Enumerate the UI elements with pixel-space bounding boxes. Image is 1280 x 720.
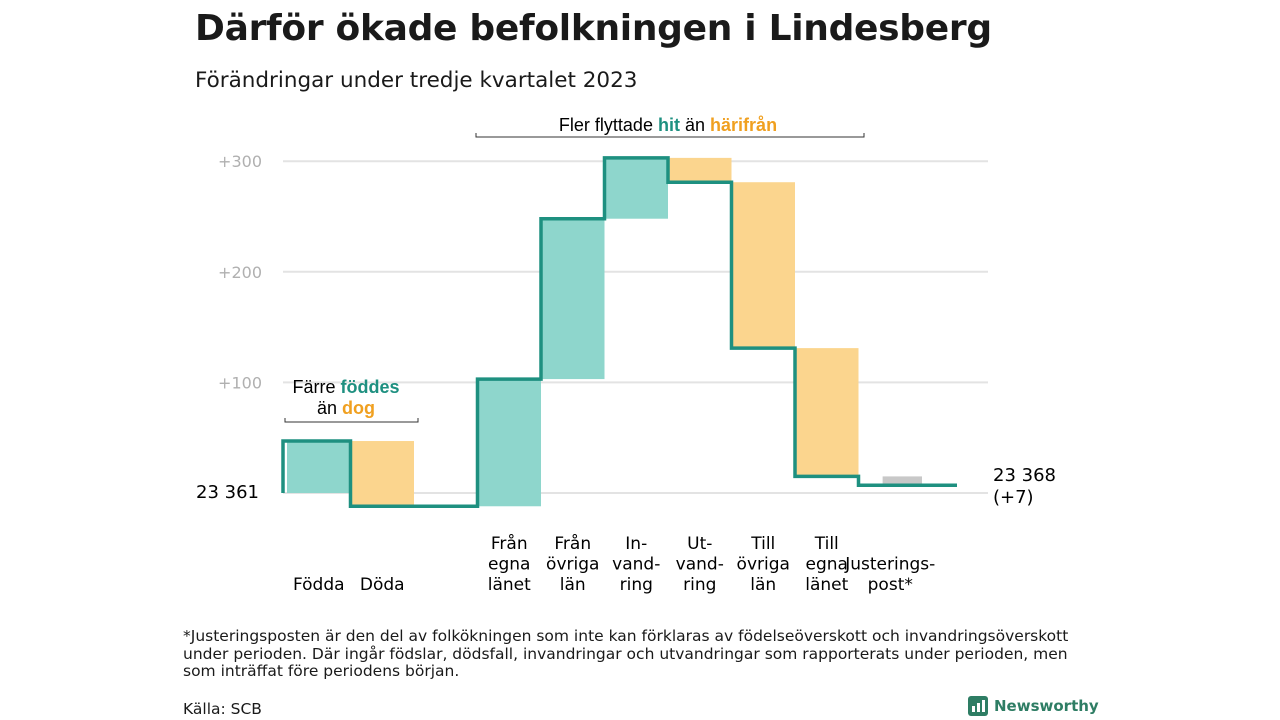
brand-name: Newsworthy xyxy=(994,697,1099,715)
waterfall-bar xyxy=(541,218,605,380)
waterfall-bar xyxy=(350,441,414,507)
svg-text:Fler flyttade hit än härifrån: Fler flyttade hit än härifrån xyxy=(559,115,777,135)
x-tick-label: Födda xyxy=(293,575,345,595)
x-tick-label: ring xyxy=(620,575,653,595)
x-tick-label: länet xyxy=(488,575,531,595)
x-tick-label: Ut- xyxy=(687,534,712,554)
birth-annotation-highlight: föddes xyxy=(341,377,400,397)
birth-annotation: Färre föddes än dog xyxy=(284,377,419,423)
migration-annotation-highlight: hit xyxy=(658,115,680,135)
x-tick-label: egna xyxy=(806,555,848,575)
waterfall-chart: +100+200+300 Födda DödaFrånegnalänetFrånö… xyxy=(196,115,1056,595)
migration-annotation-text: Fler flyttade xyxy=(559,115,653,135)
waterfall-bar xyxy=(604,157,668,219)
x-tick-label: Döda xyxy=(360,575,405,595)
end-value-label: 23 368 xyxy=(993,465,1056,486)
x-tick-label: övriga xyxy=(737,555,790,575)
y-tick-label: +100 xyxy=(218,373,262,392)
migration-annotation: Fler flyttade hit än härifrån xyxy=(475,115,865,138)
x-tick-label: ring xyxy=(683,575,716,595)
svg-text:Färre föddes: Färre föddes xyxy=(292,377,399,397)
y-tick-label: +200 xyxy=(218,263,262,282)
start-value-label: 23 361 xyxy=(196,482,259,503)
brand-logo: Newsworthy xyxy=(968,696,1099,716)
x-tick-label: Till xyxy=(750,534,775,554)
x-tick-label: vand- xyxy=(612,555,660,575)
step-line-group xyxy=(281,156,957,509)
x-tick-label: län xyxy=(750,575,776,595)
end-change-label: (+7) xyxy=(993,487,1034,508)
x-tick-label: län xyxy=(560,575,586,595)
birth-annotation-text: Färre xyxy=(292,377,335,397)
birth-bracket xyxy=(284,418,419,423)
x-tick-label: Från xyxy=(491,533,528,554)
x-tick-label: Från xyxy=(554,533,591,554)
bar-chart-icon xyxy=(968,696,988,716)
x-tick-label: egna xyxy=(488,555,530,575)
waterfall-bar xyxy=(287,441,351,493)
bars xyxy=(287,157,922,507)
x-tick-label: länet xyxy=(805,575,848,595)
waterfall-bar xyxy=(882,476,922,486)
birth-annotation-highlight-2: dog xyxy=(342,398,375,418)
x-tick-label: In- xyxy=(625,534,647,554)
waterfall-bar xyxy=(795,348,859,477)
migration-annotation-highlight-2: härifrån xyxy=(710,115,777,135)
svg-text:än dog: än dog xyxy=(317,398,375,418)
chart-title: Därför ökade befolkningen i Lindesberg xyxy=(195,8,992,49)
y-tick-label: +300 xyxy=(218,152,262,171)
migration-bracket xyxy=(475,133,865,138)
step-line xyxy=(281,156,957,509)
x-tick-label: Till xyxy=(814,534,839,554)
waterfall-bar xyxy=(668,157,732,183)
birth-annotation-text-2: än xyxy=(317,398,337,418)
source-label: Källa: SCB xyxy=(183,700,262,718)
footnote: *Justeringsposten är den del av folkökni… xyxy=(183,627,1069,680)
x-tick-label: post* xyxy=(868,575,913,595)
category-labels: Födda DödaFrånegnalänetFrånövrigalänIn-va… xyxy=(293,533,935,595)
migration-annotation-text-2: än xyxy=(685,115,705,135)
x-tick-label: Justerings- xyxy=(844,555,935,575)
waterfall-bar xyxy=(477,379,541,507)
x-tick-label: övriga xyxy=(546,555,599,575)
x-tick-label: vand- xyxy=(676,555,724,575)
waterfall-bar xyxy=(731,182,795,349)
chart-subtitle: Förändringar under tredje kvartalet 2023 xyxy=(195,68,638,93)
